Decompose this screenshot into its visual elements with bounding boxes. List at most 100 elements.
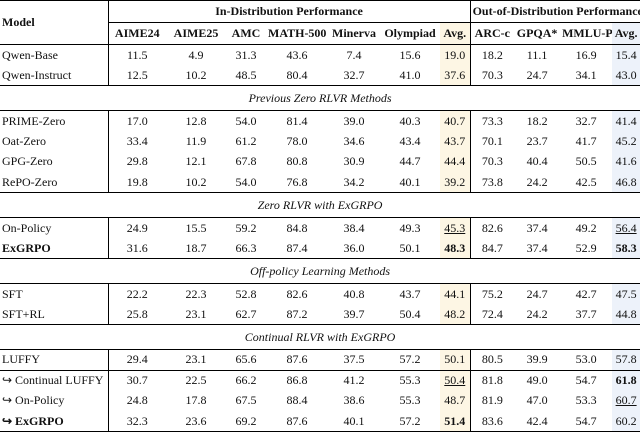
data-row: ↪ Continual LUFFY 30.7 22.5 66.2 86.8 41.2 55.…: [0, 370, 640, 391]
section-row: Previous Zero RLVR Methods: [0, 85, 640, 111]
score-cell: 70.3: [469, 65, 515, 86]
section-title: Off-policy Learning Methods: [250, 263, 391, 278]
score-cell: 70.1: [469, 131, 515, 152]
score-cell: 76.8: [286, 174, 308, 189]
column-header: MMLU-Pro: [562, 26, 613, 40]
score-cell: 61.8: [612, 370, 640, 391]
score-cell: 45.2: [612, 131, 640, 152]
score-cell: 24.2: [526, 174, 548, 189]
score-cell: 65.6: [235, 352, 257, 367]
score-cell: 41.6: [612, 151, 640, 172]
score-cell: 30.9: [343, 154, 365, 169]
score-cell: 24.7: [526, 67, 548, 82]
score-cell: 44.7: [399, 154, 421, 169]
score-cell: 49.0: [526, 373, 548, 387]
score-cell: 80.4: [286, 67, 308, 82]
score-cell: 4.9: [188, 47, 204, 62]
score-cell: 23.6: [185, 413, 207, 428]
score-cell: 37.6: [440, 65, 471, 86]
score-cell: 40.1: [343, 413, 365, 428]
score-cell: 55.3: [399, 373, 421, 387]
score-cell: 48.3: [440, 238, 471, 259]
model-name: Qwen-Base: [0, 44, 109, 65]
model-name: SFT: [0, 283, 109, 304]
score-cell: 11.9: [185, 133, 207, 148]
score-cell: 87.2: [286, 306, 308, 321]
score-cell: 70.3: [469, 151, 515, 172]
score-cell: 34.1: [575, 67, 597, 82]
score-cell: 53.3: [575, 393, 597, 408]
model-name: ↪ ExGRPO: [0, 411, 109, 432]
score-cell: 83.6: [469, 411, 515, 432]
score-cell: 12.5: [126, 67, 148, 82]
score-cell: 23.1: [185, 306, 207, 321]
score-cell: 50.4: [440, 370, 471, 391]
section-title: Previous Zero RLVR Methods: [248, 90, 392, 105]
score-cell: 39.9: [526, 352, 548, 367]
score-cell: 58.3: [612, 238, 640, 259]
score-cell: 15.6: [399, 47, 421, 62]
score-cell: 88.4: [286, 393, 308, 408]
score-cell: 84.8: [286, 220, 308, 235]
column-header: AMC: [231, 26, 261, 40]
section-row: Off-policy Learning Methods: [0, 258, 640, 284]
score-cell: 48.2: [440, 304, 471, 325]
data-row: GPG-Zero 29.8 12.1 67.8 80.8 30.9 44.7 44.4 70.3…: [0, 151, 640, 172]
score-cell: 50.1: [399, 240, 421, 255]
score-cell: 42.4: [526, 413, 548, 428]
score-cell: 48.7: [440, 390, 471, 411]
score-cell: 39.2: [440, 172, 471, 193]
column-header: Olympiad: [384, 26, 436, 40]
score-cell: 52.9: [575, 240, 597, 255]
model-name: ↪ Continual LUFFY: [0, 370, 109, 391]
score-cell: 67.8: [235, 154, 257, 169]
score-cell: 40.1: [399, 174, 421, 189]
score-cell: 45.3: [440, 217, 471, 238]
score-cell: 44.8: [612, 304, 640, 325]
score-cell: 78.0: [286, 133, 308, 148]
score-cell: 41.4: [612, 110, 640, 131]
score-cell: 29.4: [126, 352, 148, 367]
score-cell: 12.1: [185, 154, 207, 169]
group-header: Out-of-Distribution Performance: [469, 0, 640, 23]
score-cell: 66.3: [235, 240, 257, 255]
score-cell: 37.7: [575, 306, 597, 321]
score-cell: 44.1: [440, 283, 471, 304]
score-cell: 81.8: [469, 370, 515, 391]
score-cell: 40.3: [399, 113, 421, 128]
score-cell: 62.7: [235, 306, 257, 321]
score-cell: 49.3: [399, 220, 421, 235]
score-cell: 44.4: [440, 151, 471, 172]
score-cell: 57.2: [399, 352, 421, 367]
section-row: Zero RLVR with ExGRPO: [0, 192, 640, 218]
score-cell: 15.5: [185, 220, 207, 235]
score-cell: 32.7: [575, 113, 597, 128]
score-cell: 81.4: [286, 113, 308, 128]
score-cell: 30.7: [126, 373, 148, 387]
group-header: In-Distribution Performance: [108, 0, 471, 23]
data-row: Oat-Zero 33.4 11.9 61.2 78.0 34.6 43.4 43.7 70.1…: [0, 131, 640, 152]
score-cell: 37.4: [526, 220, 548, 235]
score-cell: 38.6: [343, 393, 365, 408]
data-row: Qwen-Instruct 12.5 10.2 48.5 80.4 32.7 41.0 37.…: [0, 65, 640, 86]
score-cell: 16.9: [575, 47, 597, 62]
score-cell: 60.7: [612, 390, 640, 411]
score-cell: 57.2: [399, 413, 421, 428]
score-cell: 82.6: [469, 217, 515, 238]
score-cell: 52.8: [235, 286, 257, 301]
column-header: MATH-500: [268, 26, 327, 40]
model-name: Oat-Zero: [0, 131, 109, 152]
score-cell: 34.6: [343, 133, 365, 148]
score-cell: 32.3: [126, 413, 148, 428]
data-row: SFT 22.2 22.3 52.8 82.6 40.8 43.7 44.1 75.2 24.7 4…: [0, 283, 640, 304]
model-name: GPG-Zero: [0, 151, 109, 172]
score-cell: 66.2: [235, 373, 257, 387]
model-name: LUFFY: [0, 349, 109, 370]
score-cell: 84.7: [469, 238, 515, 259]
score-cell: 81.9: [469, 390, 515, 411]
score-cell: 39.0: [343, 113, 365, 128]
score-cell: 31.3: [235, 47, 257, 62]
score-cell: 80.5: [469, 349, 515, 370]
score-cell: 19.8: [126, 174, 148, 189]
column-header: Avg.: [440, 22, 471, 45]
